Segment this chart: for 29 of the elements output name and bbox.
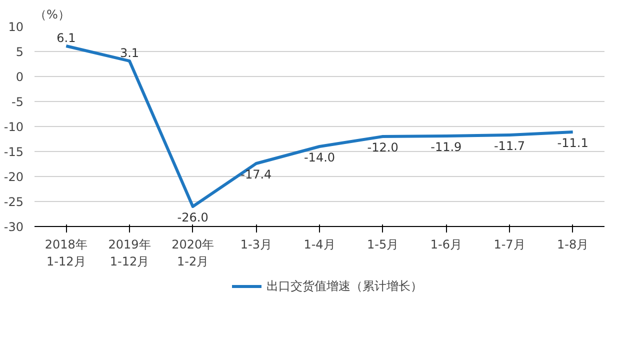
- data-label: 3.1: [120, 46, 140, 60]
- y-tick-label: 10: [8, 20, 24, 34]
- legend-label: 出口交货值增速（累计增长）: [266, 278, 422, 294]
- data-label: -14.0: [304, 150, 336, 164]
- y-tick-label: -20: [4, 170, 24, 184]
- y-axis-title: （%）: [34, 8, 70, 22]
- data-label: -11.7: [494, 139, 526, 153]
- y-tick-label: 5: [16, 45, 24, 59]
- y-tick-label: 0: [16, 70, 24, 84]
- x-tick-label: 1-4月: [304, 238, 336, 252]
- x-tick-label: 2020年 1-2月: [172, 238, 214, 268]
- x-tick-label: 1-3月: [240, 238, 272, 252]
- y-tick-label: -30: [4, 220, 24, 234]
- y-tick-label: -5: [12, 95, 24, 109]
- x-tick-label: 1-5月: [367, 238, 399, 252]
- x-tick-label: 2018年 1-12月: [44, 238, 88, 268]
- data-label: 6.1: [56, 31, 76, 45]
- data-label: -26.0: [177, 210, 208, 224]
- data-label: -17.4: [240, 168, 272, 182]
- y-tick-label: -15: [4, 145, 24, 159]
- y-tick-label: -25: [4, 195, 24, 209]
- x-tick-label: 1-8月: [557, 238, 589, 252]
- x-tick-label: 1-7月: [494, 238, 526, 252]
- x-tick-label: 2019年 1-12月: [108, 238, 151, 268]
- x-tick-label: 1-6月: [430, 238, 462, 252]
- data-label: -12.0: [367, 140, 398, 154]
- data-label: -11.1: [557, 136, 588, 150]
- y-tick-label: -10: [4, 120, 24, 134]
- data-label: -11.9: [430, 140, 462, 154]
